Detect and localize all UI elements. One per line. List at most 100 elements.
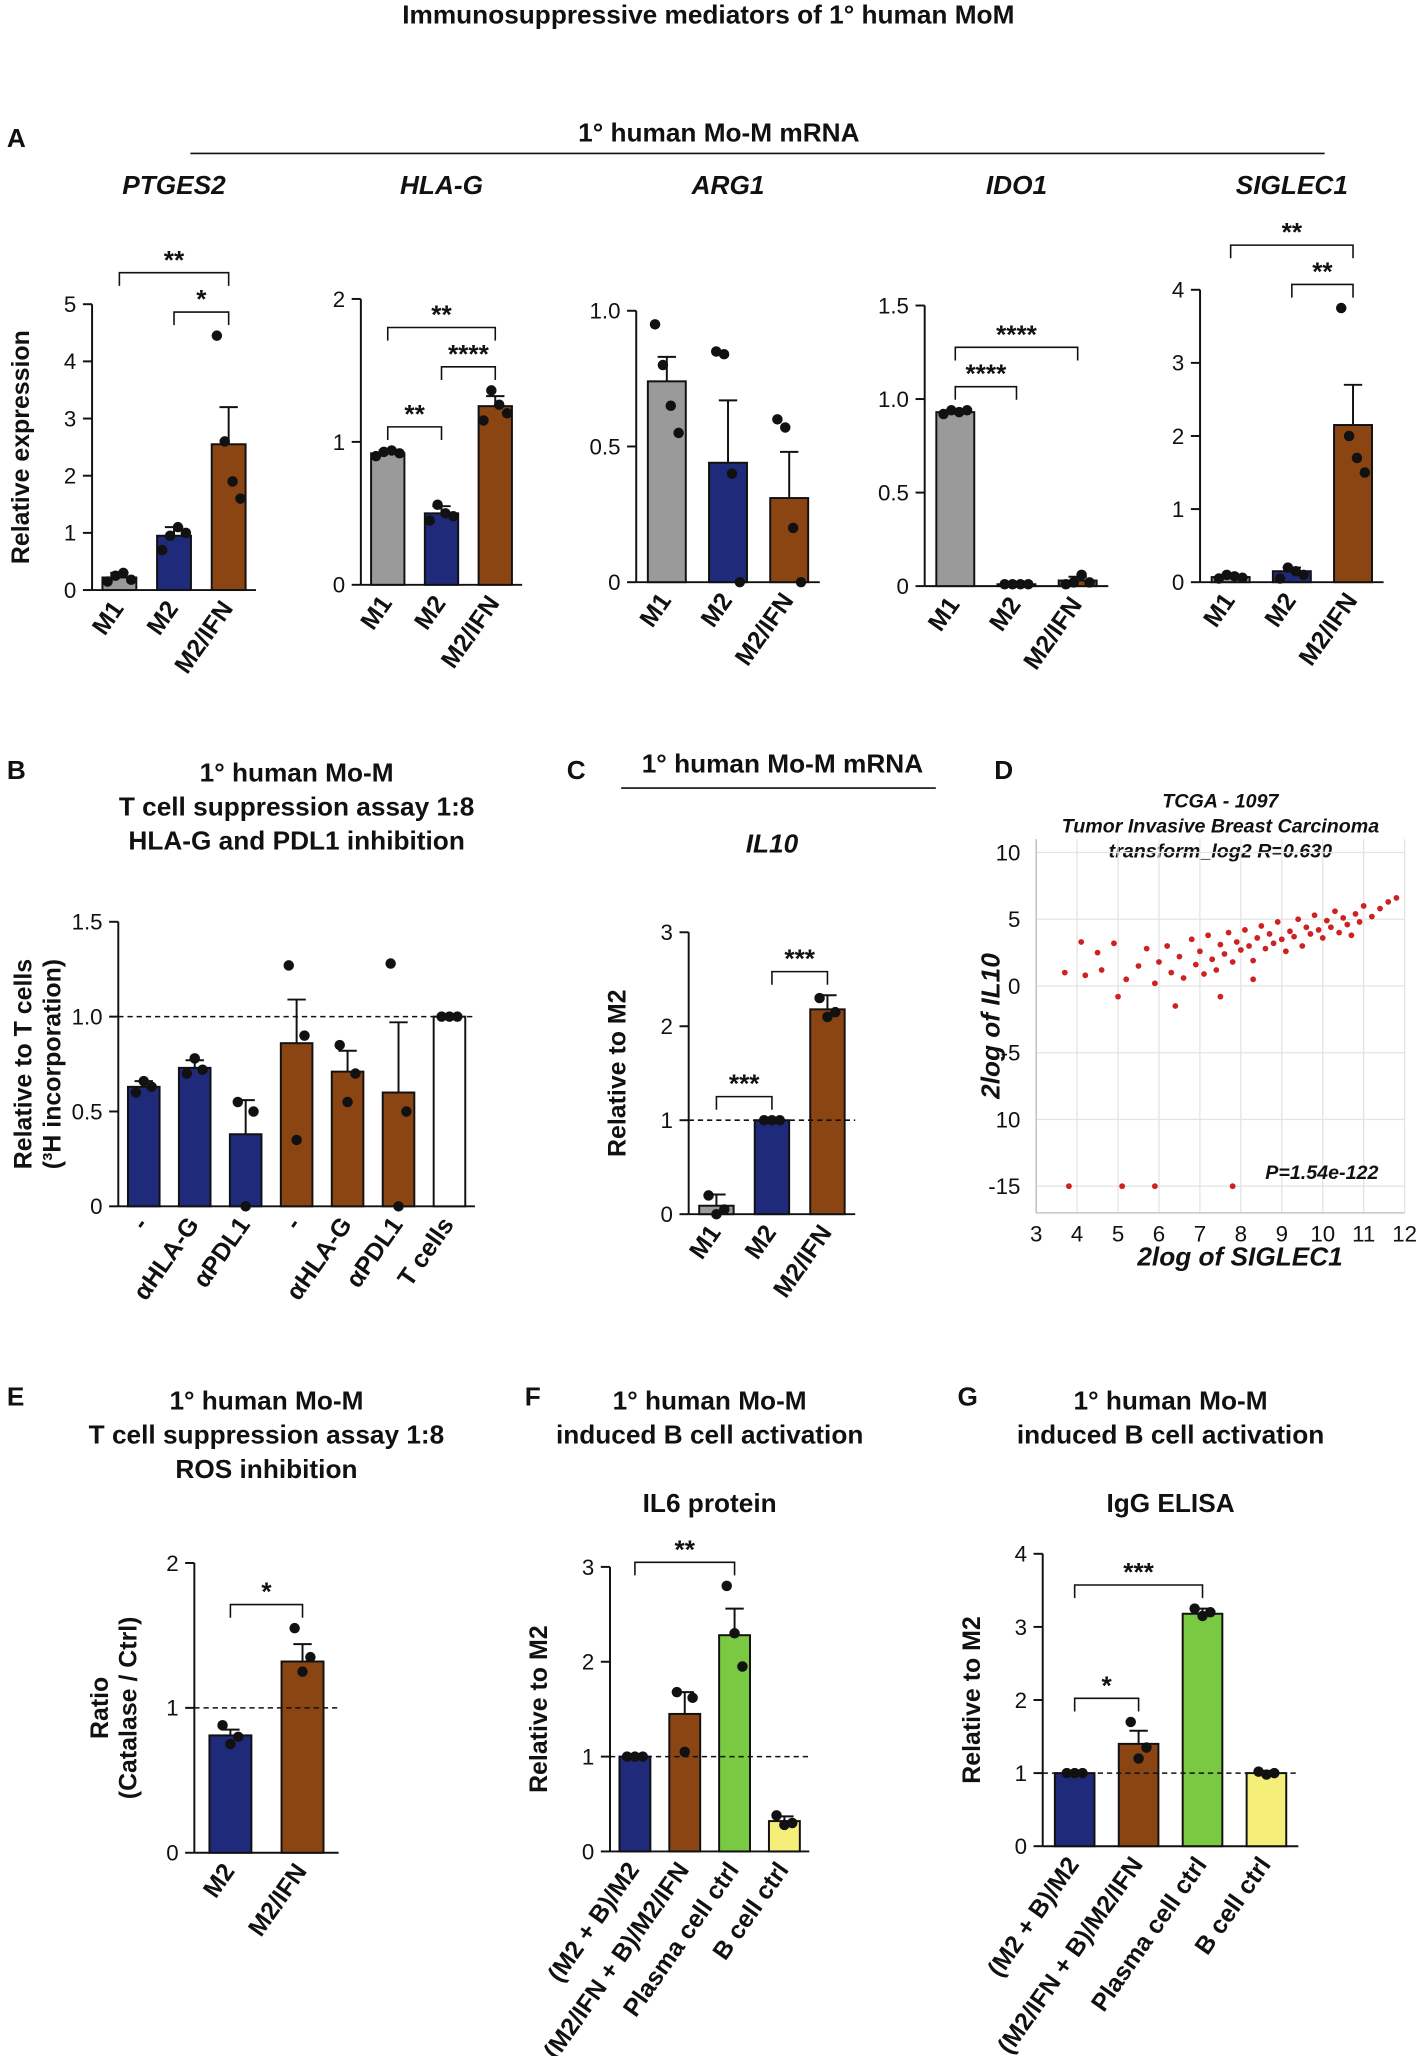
x-tick-label: M1 bbox=[1198, 588, 1241, 633]
error-bar bbox=[718, 399, 738, 463]
scatter-point bbox=[1242, 927, 1248, 933]
chart-title: TCGA - 1097 bbox=[1162, 791, 1279, 813]
data-point bbox=[649, 319, 661, 330]
data-point bbox=[665, 400, 677, 412]
error-bar bbox=[389, 1021, 408, 1093]
data-point bbox=[197, 1064, 208, 1075]
y-tick-label: 1.0 bbox=[72, 1005, 103, 1030]
significance-label: **** bbox=[996, 319, 1038, 349]
error-bar bbox=[338, 1049, 357, 1072]
scatter-point bbox=[1360, 903, 1367, 909]
y-tick-label: 2 bbox=[333, 287, 345, 312]
y-tick-label: 2 bbox=[1015, 1688, 1027, 1713]
significance-bracket bbox=[634, 1561, 736, 1576]
x-tick-label: 7 bbox=[1194, 1222, 1206, 1247]
y-axis-label: Ratio bbox=[86, 1677, 114, 1739]
y-axis-label: Relative expression bbox=[7, 330, 35, 564]
bar bbox=[279, 1042, 314, 1208]
scatter-point bbox=[1201, 971, 1207, 977]
y-tick-label: 0.5 bbox=[590, 434, 621, 459]
scatter-point bbox=[1352, 911, 1359, 917]
y-tick-label: 2 bbox=[166, 1551, 178, 1576]
scatter-point bbox=[1094, 949, 1101, 956]
data-point bbox=[1274, 573, 1286, 584]
chart-subtitle: SIGLEC1 bbox=[1236, 170, 1348, 200]
data-point bbox=[452, 1011, 463, 1022]
data-point bbox=[370, 450, 382, 462]
data-point bbox=[1141, 1742, 1152, 1753]
y-tick-label: 0 bbox=[897, 574, 909, 599]
data-point bbox=[424, 515, 435, 526]
scatter-point bbox=[1123, 976, 1130, 983]
data-point bbox=[1359, 467, 1371, 478]
data-point bbox=[1125, 1716, 1136, 1728]
significance-label: ** bbox=[1312, 257, 1333, 287]
data-point bbox=[1133, 1753, 1144, 1764]
y-tick-label: 1 bbox=[64, 521, 76, 546]
chart-title: Tumor Invasive Breast Carcinoma bbox=[1062, 816, 1380, 838]
data-point bbox=[938, 408, 949, 420]
data-point bbox=[432, 499, 443, 511]
bar bbox=[668, 1712, 702, 1853]
data-point bbox=[830, 1006, 841, 1018]
x-tick-label: M1 bbox=[355, 590, 398, 635]
x-tick-label: M2/IFN bbox=[768, 1220, 838, 1303]
chart-subtitle: PTGES2 bbox=[122, 170, 226, 200]
bar bbox=[228, 1133, 263, 1208]
data-point bbox=[164, 530, 176, 541]
panel-header: 1° human Mo-M mRNA bbox=[642, 748, 923, 778]
bar bbox=[477, 405, 513, 586]
data-point bbox=[378, 446, 390, 458]
scatter-point bbox=[1151, 1183, 1158, 1190]
y-tick-label: 0 bbox=[90, 1194, 102, 1219]
chart: G 1° human Mo-M induced B cell activation I… bbox=[957, 1382, 1324, 2056]
data-point bbox=[110, 570, 121, 582]
data-point bbox=[1007, 579, 1018, 590]
chart-title: T cell suppression assay 1:8 bbox=[89, 1420, 445, 1450]
data-point bbox=[227, 476, 238, 487]
panel-letter: A bbox=[7, 123, 26, 153]
chart-title: T cell suppression assay 1:8 bbox=[119, 792, 475, 822]
significance-bracket bbox=[440, 366, 497, 380]
x-tick-label: - bbox=[126, 1212, 154, 1235]
data-point bbox=[299, 1030, 310, 1041]
y-tick-label: 1.5 bbox=[72, 910, 103, 935]
y-axis-label: Relative to M2 bbox=[604, 989, 632, 1156]
data-point bbox=[718, 348, 730, 360]
y-tick-label: 0 bbox=[1015, 1834, 1027, 1859]
x-tick-label: Plasma cell ctrl bbox=[1086, 1852, 1213, 2017]
data-point bbox=[486, 385, 497, 396]
data-point bbox=[795, 576, 807, 588]
x-tick-label: M1 bbox=[684, 1220, 727, 1265]
scatter-point bbox=[1082, 972, 1089, 979]
significance-bracket bbox=[1073, 1584, 1204, 1599]
data-point bbox=[211, 330, 223, 341]
y-tick-label: 0 bbox=[582, 1839, 594, 1864]
data-point bbox=[289, 1622, 300, 1634]
data-point bbox=[772, 414, 783, 425]
scatter-point bbox=[1287, 928, 1293, 935]
bar bbox=[177, 1066, 212, 1208]
scatter-point bbox=[1229, 959, 1236, 965]
data-point bbox=[1343, 430, 1355, 442]
data-point bbox=[350, 1068, 361, 1079]
scatter-point bbox=[1295, 916, 1302, 923]
chart-subtitle: IL10 bbox=[746, 828, 799, 858]
data-point bbox=[448, 510, 459, 522]
data-point bbox=[961, 405, 973, 416]
panel-letter: D bbox=[994, 755, 1013, 785]
x-tick-label: M2 bbox=[739, 1220, 782, 1264]
data-point bbox=[729, 1628, 740, 1639]
data-point bbox=[673, 427, 684, 439]
data-point bbox=[1015, 579, 1026, 590]
y-tick-label: 3 bbox=[64, 406, 76, 431]
scatter-point bbox=[1111, 940, 1117, 947]
data-point bbox=[248, 1106, 259, 1117]
data-point bbox=[1237, 572, 1248, 584]
y-tick-label: 2 bbox=[1172, 424, 1184, 449]
scatter-point bbox=[1348, 932, 1355, 939]
data-point bbox=[774, 1114, 786, 1126]
x-tick-label: 11 bbox=[1352, 1222, 1375, 1247]
scatter-point bbox=[1328, 924, 1334, 931]
